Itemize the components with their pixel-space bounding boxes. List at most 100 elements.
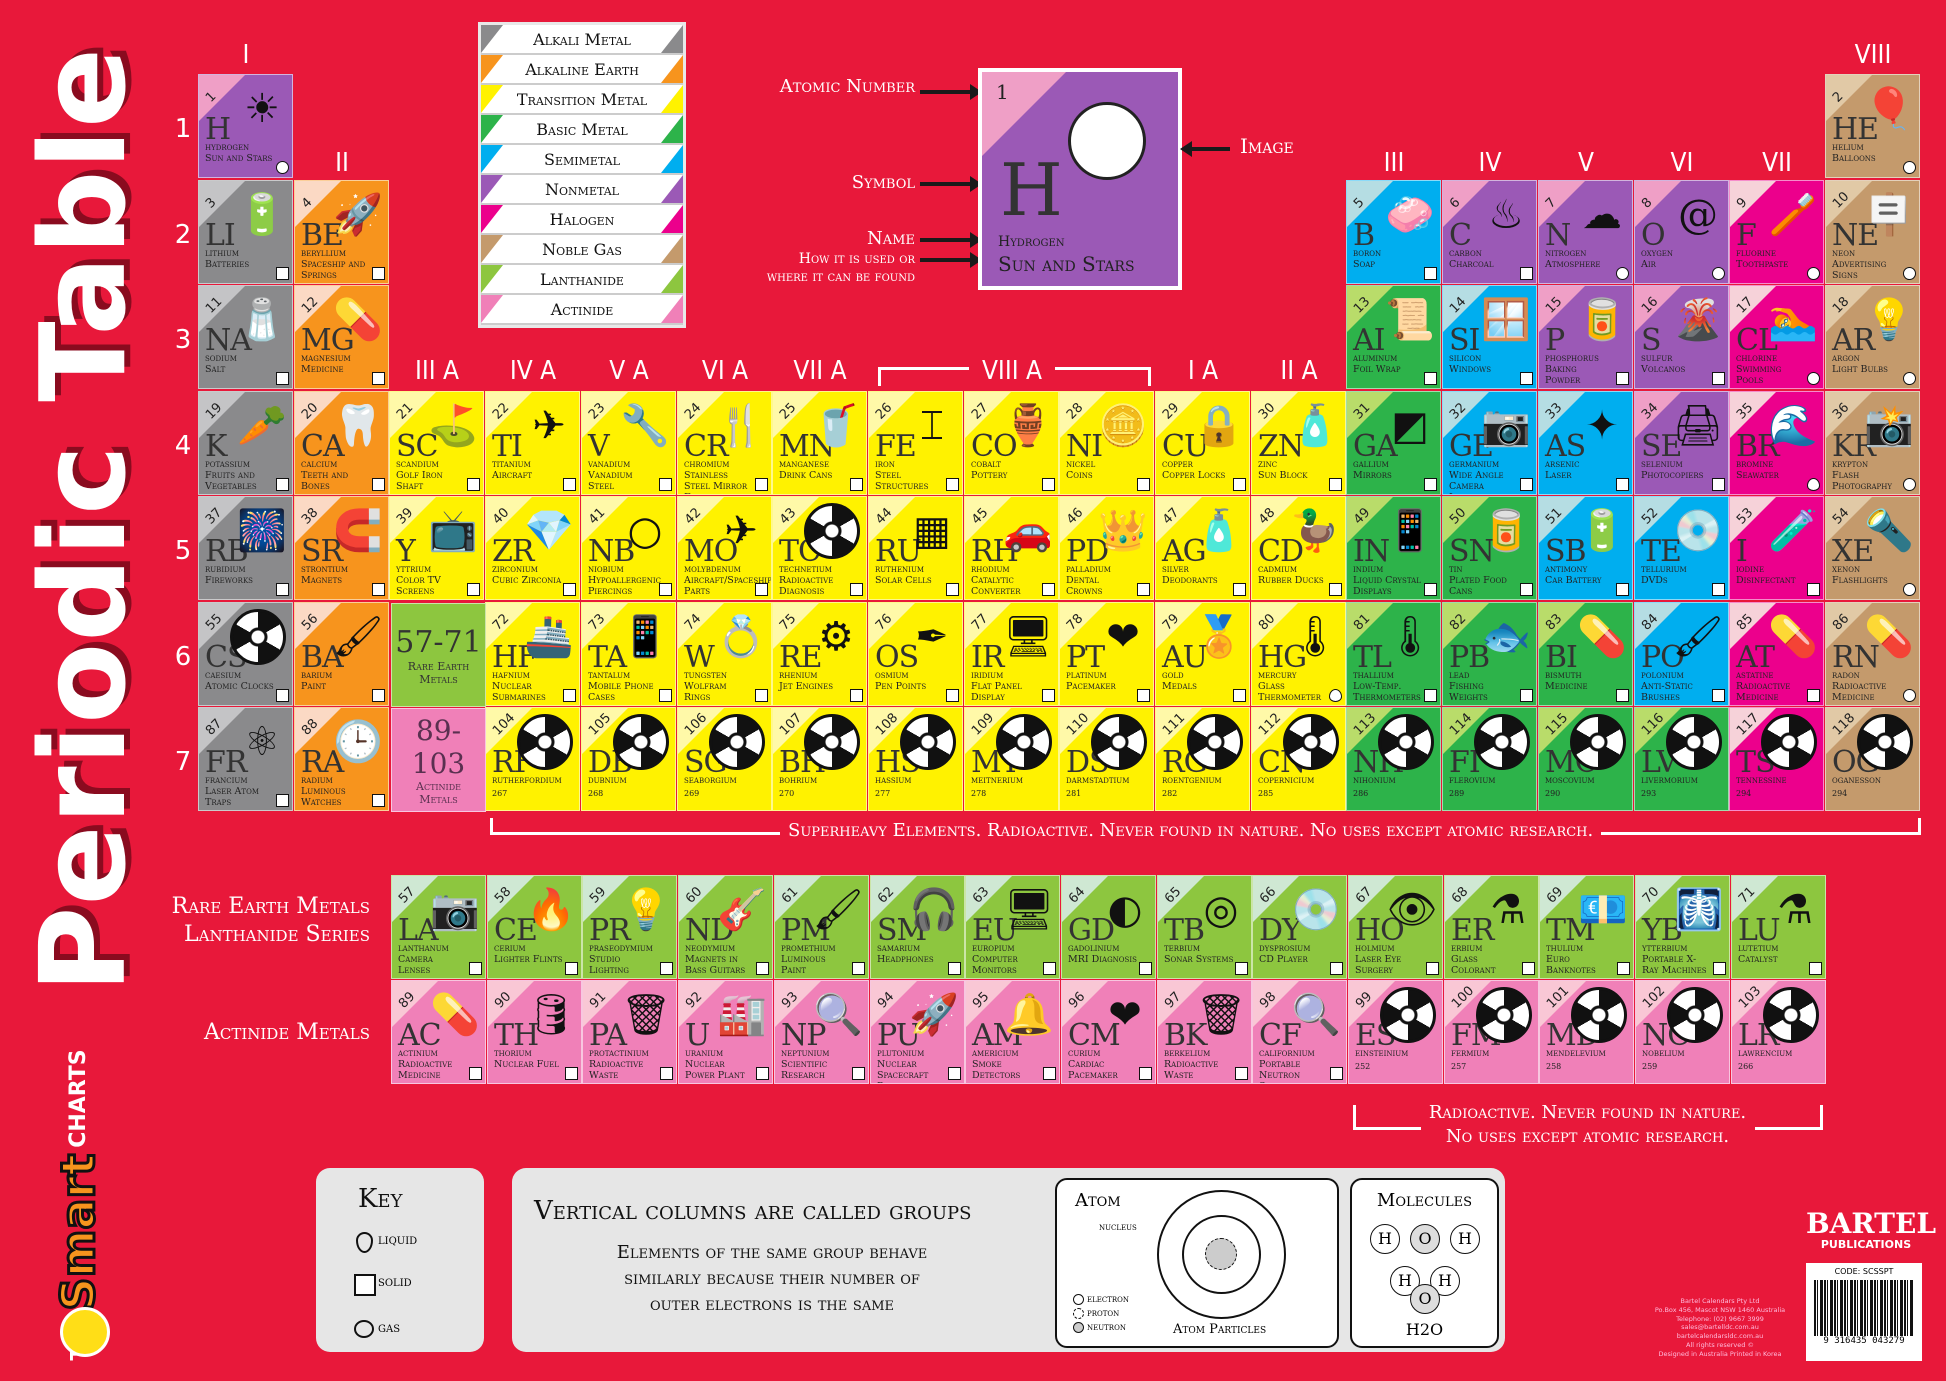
element-cell-fi[interactable]: 114 FI Flerovium 289 — [1442, 707, 1537, 811]
element-cell-sm[interactable]: 62 SM Samarium Headphones 🎧 — [870, 875, 965, 979]
element-cell-ra[interactable]: 88 RA Radium Luminous Watches 🕒 — [294, 707, 389, 811]
element-cell-sc[interactable]: 21 SC Scandium Golf Iron Shaft ⛳ — [389, 391, 484, 495]
element-cell-gd[interactable]: 64 GD Gadolinium MRI Diagnosis ◐ — [1061, 875, 1156, 979]
element-cell-kr[interactable]: 36 KR Krypton Flash Photography 📸 — [1825, 391, 1920, 495]
element-cell-rf[interactable]: 104 RF Rutherfordium 267 — [485, 707, 580, 811]
element-cell-n[interactable]: 7 N Nitrogen Atmosphere ☁ — [1538, 180, 1633, 284]
element-cell-ai[interactable]: 13 AI Aluminum Foil Wrap 📜 — [1346, 285, 1441, 389]
element-cell-la[interactable]: 57 LA Lanthanum Camera Lenses 📷 — [391, 875, 486, 979]
element-cell-rb[interactable]: 37 RB Rubidium Fireworks 🎆 — [198, 496, 293, 600]
element-cell-i[interactable]: 53 I Iodine Disinfectant 🧪 — [1729, 496, 1824, 600]
element-cell-pu[interactable]: 94PUPlutoniumNuclear Spacecraft Power🚀 — [870, 980, 965, 1084]
element-cell-bi[interactable]: 83 BI Bismuth Medicine 💊 — [1538, 602, 1633, 706]
element-cell-ni[interactable]: 28 NI Nickel Coins 🪙 — [1059, 391, 1154, 495]
element-cell-s[interactable]: 16 S Sulfur Volcanos 🌋 — [1634, 285, 1729, 389]
element-cell-yb[interactable]: 70 YB Ytterbium Portable X-Ray Machines 🩻 — [1635, 875, 1730, 979]
element-cell-rg[interactable]: 111 RG Roentgenium 282 — [1155, 707, 1250, 811]
element-cell-au[interactable]: 79 AU Gold Medals 🏅 — [1155, 602, 1250, 706]
element-cell-mg[interactable]: 12 MG Magnesium Medicine 💊 — [294, 285, 389, 389]
element-cell-sr[interactable]: 38 SR Strontium Magnets 🧲 — [294, 496, 389, 600]
element-cell-ne[interactable]: 10 NE Neon Advertising Signs 🪧 — [1825, 180, 1920, 284]
element-cell-bk[interactable]: 97 BK Berkelium Radioactive Waste 🗑 — [1157, 980, 1252, 1084]
element-cell-eu[interactable]: 63 EU Europium Computer Monitors 🖥 — [965, 875, 1060, 979]
element-cell-xe[interactable]: 54 XE Xenon Flashlights 🔦 — [1825, 496, 1920, 600]
element-cell-ag[interactable]: 47 AG Silver Deodorants 🧴 — [1155, 496, 1250, 600]
element-cell-cn[interactable]: 112 CN Copernicium 285 — [1251, 707, 1346, 811]
element-cell-ti[interactable]: 22 TI Titanium Aircraft ✈ — [485, 391, 580, 495]
element-cell-hs[interactable]: 108 HS Hassium 277 — [868, 707, 963, 811]
element-cell-br[interactable]: 35 BR Bromine Seawater 🌊 — [1729, 391, 1824, 495]
element-cell-v[interactable]: 23 V Vanadium Vanadium Steel 🔧 — [581, 391, 676, 495]
element-cell-db[interactable]: 105 DB Dubnium 268 — [581, 707, 676, 811]
element-cell-ca[interactable]: 20 CA Calcium Teeth and Bones 🦷 — [294, 391, 389, 495]
element-cell-rn[interactable]: 86 RN Radon Radioactive Medicine 💊 — [1825, 602, 1920, 706]
element-cell-tm[interactable]: 69 TM Thulium Euro Banknotes 💶 — [1539, 875, 1634, 979]
element-cell-u[interactable]: 92 U Uranium Nuclear Power Plant 🏭 — [678, 980, 773, 1084]
element-cell-te[interactable]: 52 TE Tellurium DVDs 💿 — [1634, 496, 1729, 600]
element-cell-os[interactable]: 76 OS Osmium Pen Points ✒ — [868, 602, 963, 706]
element-cell-cl[interactable]: 17 CL Chlorine Swimming Pools 🏊 — [1729, 285, 1824, 389]
element-cell-sn[interactable]: 50 SN Tin Plated Food Cans 🥫 — [1442, 496, 1537, 600]
element-cell-b[interactable]: 5 B Boron Soap 🧼 — [1346, 180, 1441, 284]
element-cell-np[interactable]: 93 NP Neptunium Scientific Research 🔍 — [774, 980, 869, 1084]
element-cell-ta[interactable]: 73 TA Tantalum Mobile Phone Cases 📱 — [581, 602, 676, 706]
element-cell-pa[interactable]: 91 PA Protactinium Radioactive Waste 🗑 — [582, 980, 677, 1084]
element-cell-ar[interactable]: 18 AR Argon Light Bulbs 💡 — [1825, 285, 1920, 389]
element-cell-nh[interactable]: 113 NH Nihonium 286 — [1346, 707, 1441, 811]
element-cell-re[interactable]: 75 RE Rhenium Jet Engines ⚙ — [772, 602, 867, 706]
element-cell-pr[interactable]: 59 PR Praseodymium Studio Lighting 💡 — [582, 875, 677, 979]
element-cell-as[interactable]: 33 AS Arsenic Laser ✦ — [1538, 391, 1633, 495]
element-cell-sg[interactable]: 106 SG Seaborgium 269 — [677, 707, 772, 811]
element-cell-lv[interactable]: 116 LV Livermorium 293 — [1634, 707, 1729, 811]
element-cell-cu[interactable]: 29 CU Copper Copper Locks 🔒 — [1155, 391, 1250, 495]
element-cell-pb[interactable]: 82 PB Lead Fishing Weights 🐟 — [1442, 602, 1537, 706]
element-cell-md[interactable]: 101 MD Mendelevium 258 — [1539, 980, 1634, 1084]
element-cell-ds[interactable]: 110 DS Darmstadtium 281 — [1059, 707, 1154, 811]
element-cell-no[interactable]: 102 NO Nobelium 259 — [1635, 980, 1730, 1084]
element-cell-pd[interactable]: 46 PD Palladium Dental Crowns 👑 — [1059, 496, 1154, 600]
element-cell-pm[interactable]: 61 PM Promethium Luminous Paint 🖌 — [774, 875, 869, 979]
element-cell-cs[interactable]: 55 CS Caesium Atomic Clocks — [198, 602, 293, 706]
element-cell-li[interactable]: 3 LI Lithium Batteries 🔋 — [198, 180, 293, 284]
element-cell-ac[interactable]: 89 AC Actinium Radioactive Medicine 💊 — [391, 980, 486, 1084]
element-cell-at[interactable]: 85 AT Astatine Radioactive Medicine 💊 — [1729, 602, 1824, 706]
element-cell-mn[interactable]: 25 MN Manganese Drink Cans 🥤 — [772, 391, 867, 495]
element-cell-lr[interactable]: 103 LR Lawrencium 266 — [1731, 980, 1826, 1084]
element-cell-zn[interactable]: 30 ZN Zinc Sun Block 🧴 — [1251, 391, 1346, 495]
element-cell-ts[interactable]: 117 TS Tennessine 294 — [1729, 707, 1824, 811]
element-cell-fr[interactable]: 87 FR Francium Laser Atom Traps ⚛ — [198, 707, 293, 811]
element-cell-dy[interactable]: 66 DY Dysprosium CD Player 💿 — [1252, 875, 1347, 979]
element-cell-mo[interactable]: 42 MO Molybdenum Aircraft/Spaceship Parts ✈ — [677, 496, 772, 600]
element-cell-ce[interactable]: 58 CE Cerium Lighter Flints 🔥 — [487, 875, 582, 979]
element-cell-he[interactable]: 2 HE Helium Balloons 🎈 — [1825, 74, 1920, 178]
element-cell-hf[interactable]: 72 HF Hafnium Nuclear Submarines 🚢 — [485, 602, 580, 706]
element-cell-og[interactable]: 118 OG Oganesson 294 — [1825, 707, 1920, 811]
element-cell-in[interactable]: 49 IN Indium Liquid Crystal Displays 📱 — [1346, 496, 1441, 600]
element-cell-f[interactable]: 9 F Fluorine Toothpaste 🪥 — [1729, 180, 1824, 284]
element-cell-sb[interactable]: 51 SB Antimony Car Battery 🔋 — [1538, 496, 1633, 600]
element-cell-mt[interactable]: 109 MT Meitnerium 278 — [964, 707, 1059, 811]
element-cell-am[interactable]: 95 AM Americium Smoke Detectors 🔔 — [965, 980, 1060, 1084]
element-cell-es[interactable]: 99 ES Einsteinium 252 — [1348, 980, 1443, 1084]
element-cell-o[interactable]: 8 O Oxygen Air @ — [1634, 180, 1729, 284]
element-cell-tl[interactable]: 81 TL Thallium Low-Temp. Thermometers 🌡 — [1346, 602, 1441, 706]
element-cell-be[interactable]: 4 BE Beryllium Spaceship and Springs 🚀 — [294, 180, 389, 284]
element-cell-ho[interactable]: 67 HO Holmium Laser Eye Surgery 👁 — [1348, 875, 1443, 979]
element-cell-po[interactable]: 84 PO Polonium Anti-Static Brushes 🖌 — [1634, 602, 1729, 706]
element-cell-hg[interactable]: 80 HG Mercury Glass Thermometer 🌡 — [1251, 602, 1346, 706]
element-cell-ru[interactable]: 44 RU Ruthenium Solar Cells ▦ — [868, 496, 963, 600]
element-cell-fe[interactable]: 26 FE Iron Steel Structures ⌶ — [868, 391, 963, 495]
element-cell-y[interactable]: 39 Y Yttrium Color TV Screens 📺 — [389, 496, 484, 600]
element-cell-co[interactable]: 27 CO Cobalt Pottery 🏺 — [964, 391, 1059, 495]
element-cell-bh[interactable]: 107 BH Bohrium 270 — [772, 707, 867, 811]
element-cell-cr[interactable]: 24CRChromiumStainless Steel Mirror Finis… — [677, 391, 772, 495]
element-cell-nb[interactable]: 41 NB Niobium Hypoallergenic Piercings ○ — [581, 496, 676, 600]
element-cell-ba[interactable]: 56 BA Barium Paint 🖌 — [294, 602, 389, 706]
element-cell-si[interactable]: 14 SI Silicon Windows 🪟 — [1442, 285, 1537, 389]
element-cell-ge[interactable]: 32GEGermaniumWide Angle Camera Lenses📷 — [1442, 391, 1537, 495]
placeholder-actinide[interactable]: 89-103 Actinide Metals — [391, 708, 486, 812]
element-cell-w[interactable]: 74 W Tungsten Wolfram Rings 💍 — [677, 602, 772, 706]
element-cell-tc[interactable]: 43 TC Technetium Radioactive Diagnosis — [772, 496, 867, 600]
element-cell-cd[interactable]: 48 CD Cadmium Rubber Ducks 🦆 — [1251, 496, 1346, 600]
element-cell-c[interactable]: 6 C Carbon Charcoal ♨ — [1442, 180, 1537, 284]
